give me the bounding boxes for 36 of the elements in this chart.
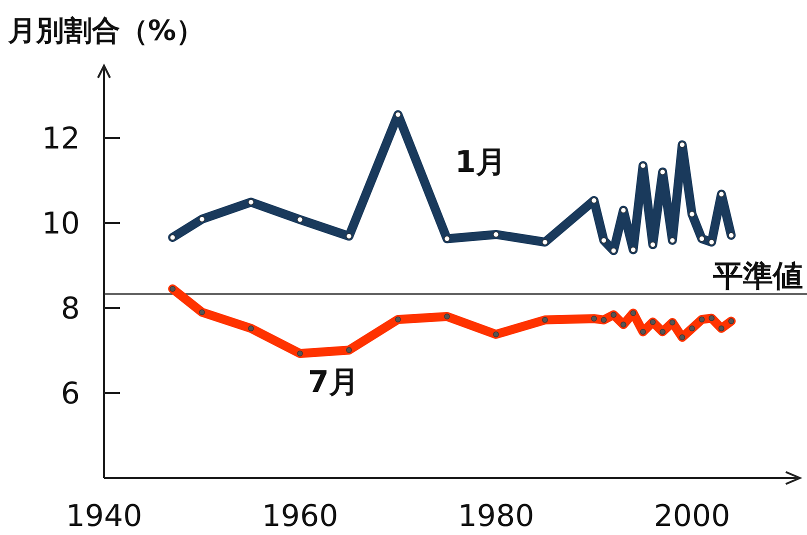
x-tick-label: 1980 <box>458 499 534 534</box>
series-label: 7月 <box>308 365 359 400</box>
y-tick-label: 8 <box>60 292 80 326</box>
point <box>493 232 499 238</box>
x-tick-label: 1960 <box>262 499 338 534</box>
point <box>395 112 401 118</box>
point <box>698 236 705 242</box>
series-label: 1月 <box>455 145 506 180</box>
ref-line-label: 平準値 <box>712 258 803 294</box>
point <box>346 233 352 240</box>
point <box>728 232 734 238</box>
point <box>630 246 636 253</box>
point <box>591 198 597 204</box>
x-tick-label: 1940 <box>66 499 142 534</box>
point <box>199 216 205 222</box>
y-tick-label: 10 <box>42 206 80 242</box>
y-tick-label: 12 <box>42 122 80 156</box>
point <box>620 207 626 214</box>
point <box>708 239 714 246</box>
point <box>660 169 666 175</box>
point <box>170 234 176 240</box>
point <box>600 238 607 244</box>
x-tick-label: 2000 <box>654 499 730 534</box>
point <box>610 248 616 254</box>
point <box>640 162 646 169</box>
point <box>670 238 676 244</box>
y-axis-title: 月別割合（%） <box>7 14 204 47</box>
point <box>248 199 254 206</box>
y-tick-label: 6 <box>60 376 80 412</box>
point <box>689 211 695 217</box>
point <box>297 216 303 222</box>
point <box>679 142 686 148</box>
point <box>444 236 450 242</box>
point <box>542 239 548 246</box>
point <box>650 242 656 248</box>
point <box>718 191 724 197</box>
